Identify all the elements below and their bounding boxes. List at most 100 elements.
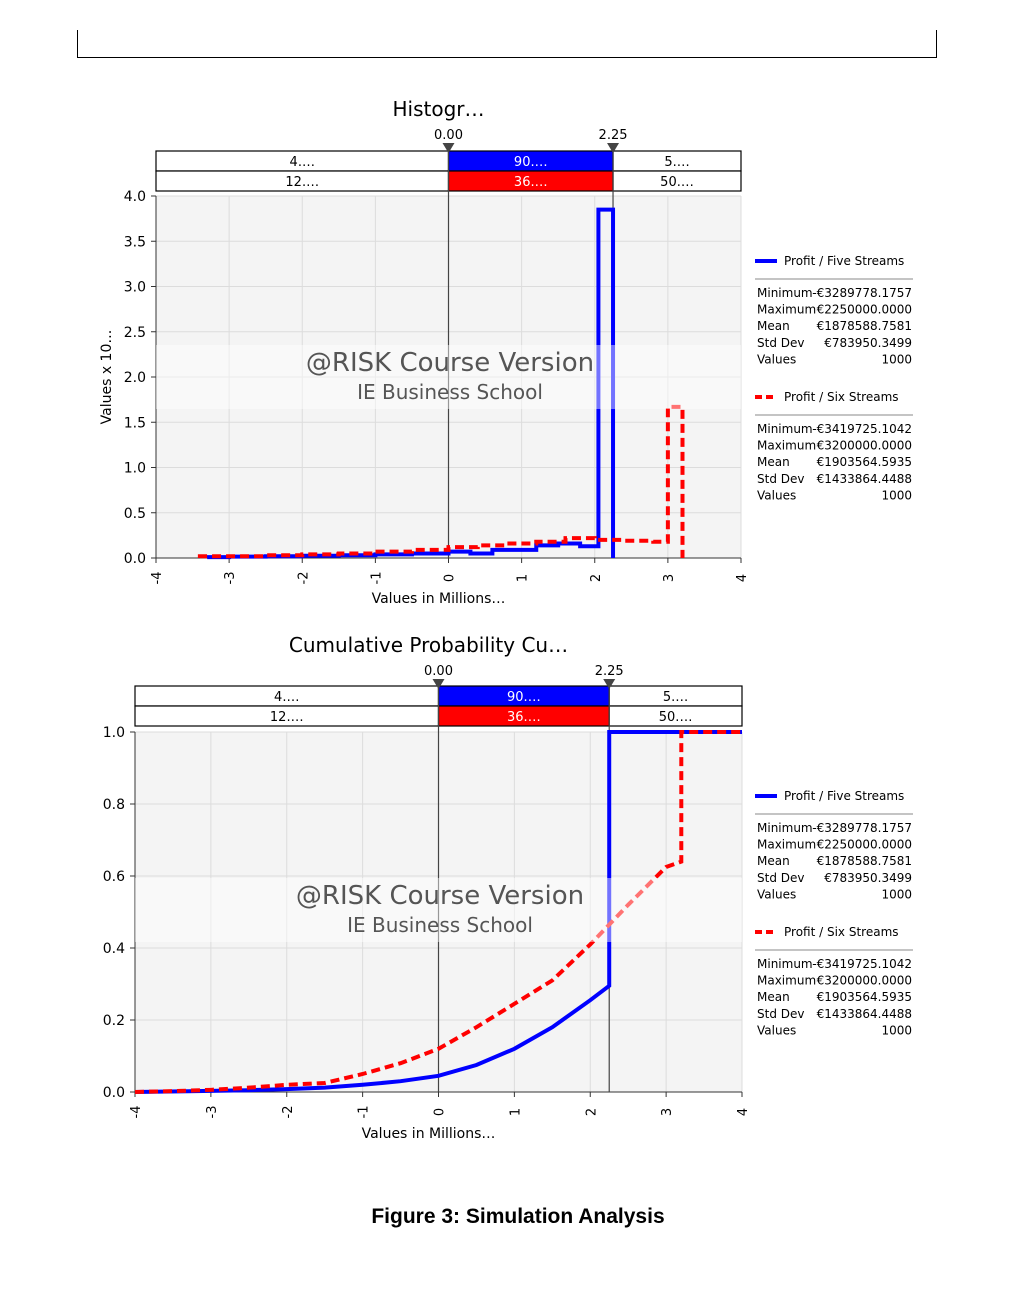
x-tick-label: -1	[369, 572, 384, 585]
delimiter-band-label: 36.…	[514, 175, 548, 190]
x-tick-label: -2	[296, 572, 311, 585]
delimiter-marker	[607, 143, 620, 153]
legend-stat-label: Mean	[757, 319, 790, 333]
series-line	[134, 730, 742, 1094]
legend-stat-label: Minimum	[757, 286, 813, 300]
legend-stat-value: €783950.3499	[824, 336, 912, 350]
x-tick-label: 2	[589, 574, 604, 582]
frame-right-edge	[936, 30, 937, 58]
legend-stat-label: Maximum	[757, 838, 816, 852]
legend-stat-label: Minimum	[757, 821, 813, 835]
chart-title: Cumulative Probability Cu…	[289, 633, 568, 657]
legend-stat-value: €1878588.7581	[817, 319, 912, 333]
legend-stat-value: €1878588.7581	[817, 854, 912, 868]
delimiter-label: 2.25	[599, 128, 628, 143]
x-tick-label: -2	[281, 1106, 296, 1119]
x-tick-label: -4	[150, 572, 165, 585]
legend-series-name: Profit / Six Streams	[784, 390, 899, 404]
legend-stat-value: €1903564.5935	[817, 455, 912, 469]
legend-stat-value: -€3419725.1042	[812, 957, 912, 971]
y-tick-label: 0.4	[103, 941, 125, 957]
frame-bottom-edge	[77, 57, 937, 58]
watermark-line1: @RISK Course Version	[306, 348, 594, 378]
legend-stat-label: Minimum	[757, 957, 813, 971]
figure-caption: Figure 3: Simulation Analysis	[371, 1205, 665, 1228]
x-tick-label: 3	[662, 574, 677, 582]
x-tick-label: 4	[735, 574, 750, 582]
legend-stat-label: Values	[757, 488, 796, 502]
watermark-line1: @RISK Course Version	[296, 881, 584, 911]
series-line	[197, 404, 685, 559]
y-tick-label: 1.0	[103, 725, 125, 741]
y-tick-label: 3.5	[124, 234, 146, 250]
legend-stat-value: 1000	[881, 352, 912, 366]
x-tick-label: -3	[205, 1106, 220, 1119]
legend-stat-value: 1000	[881, 488, 912, 502]
delimiter-band-label: 50.…	[659, 710, 693, 725]
legend-stat-label: Values	[757, 887, 796, 901]
legend-stat-value: -€3289778.1757	[812, 821, 912, 835]
legend-series-name: Profit / Five Streams	[784, 789, 904, 803]
legend-stat-label: Std Dev	[757, 871, 804, 885]
x-tick-label: 2	[584, 1108, 599, 1116]
y-tick-label: 4.0	[124, 189, 146, 205]
x-tick-label: 1	[508, 1108, 523, 1116]
legend-stat-value: €1903564.5935	[817, 990, 912, 1004]
y-tick-label: 1.0	[124, 461, 146, 477]
x-axis-label: Values in Millions…	[372, 591, 506, 607]
delimiter-band-label: 36.…	[507, 710, 541, 725]
delimiter-marker	[432, 679, 445, 689]
legend-stat-value: €783950.3499	[824, 871, 912, 885]
legend-stat-value: 1000	[881, 887, 912, 901]
cumulative-chart: Cumulative Probability Cu… 0.0 0.2 0.4 0.6 0.…	[103, 633, 913, 1140]
delimiter-label: 0.00	[434, 128, 463, 143]
watermark-line2: IE Business School	[347, 913, 533, 937]
watermark-band	[156, 345, 741, 409]
legend-stat-value: €2250000.0000	[817, 303, 912, 317]
legend-stat-value: €3200000.0000	[817, 439, 912, 453]
delimiter-band-label: 4.…	[274, 690, 299, 705]
legend-stat-label: Mean	[757, 854, 790, 868]
x-tick-label: 0	[443, 574, 458, 582]
legend-stat-value: €3200000.0000	[817, 974, 912, 988]
delimiter-marker	[603, 679, 616, 689]
delimiter-band-label: 90.…	[507, 690, 541, 705]
y-tick-label: 0.2	[103, 1013, 125, 1029]
y-tick-label: 0.5	[124, 506, 146, 522]
legend-stat-value: €2250000.0000	[817, 838, 912, 852]
y-tick-label: 2.0	[124, 370, 146, 386]
delimiter-marker	[442, 143, 455, 153]
delimiter-band-label: 5.…	[663, 690, 688, 705]
legend-stat-label: Values	[757, 1023, 796, 1037]
legend-stat-label: Mean	[757, 990, 790, 1004]
legend-series-name: Profit / Six Streams	[784, 925, 899, 939]
delimiter-label: 2.25	[595, 664, 624, 679]
y-tick-label: 3.0	[124, 280, 146, 296]
delimiter-band-label: 12.…	[270, 710, 304, 725]
frame-left-edge	[77, 30, 78, 58]
legend-stat-label: Maximum	[757, 974, 816, 988]
x-tick-label: 3	[660, 1108, 675, 1116]
legend-stat-value: -€3419725.1042	[812, 422, 912, 436]
x-tick-label: -1	[357, 1106, 372, 1119]
y-tick-label: 1.5	[124, 415, 146, 431]
y-tick-label: 0.8	[103, 797, 125, 813]
delimiter-band-label: 5.…	[664, 155, 689, 170]
delimiter-band-label: 50.…	[660, 175, 694, 190]
x-tick-label: -4	[129, 1106, 144, 1119]
legend-stat-label: Maximum	[757, 439, 816, 453]
delimiter-band-label: 4.…	[290, 155, 315, 170]
x-tick-label: 4	[736, 1108, 751, 1116]
watermark-line2: IE Business School	[357, 380, 543, 404]
legend-stat-label: Values	[757, 352, 796, 366]
legend-stat-label: Std Dev	[757, 472, 804, 486]
legend-stat-label: Std Dev	[757, 336, 804, 350]
legend-stat-value: €1433864.4488	[817, 1007, 912, 1021]
watermark-band	[135, 878, 742, 942]
y-tick-label: 0.0	[103, 1085, 125, 1101]
legend-stat-value: -€3289778.1757	[812, 286, 912, 300]
delimiter-band-label: 90.…	[514, 155, 548, 170]
legend-stat-value: 1000	[881, 1023, 912, 1037]
x-tick-label: 0	[433, 1108, 448, 1116]
legend-stat-label: Std Dev	[757, 1007, 804, 1021]
